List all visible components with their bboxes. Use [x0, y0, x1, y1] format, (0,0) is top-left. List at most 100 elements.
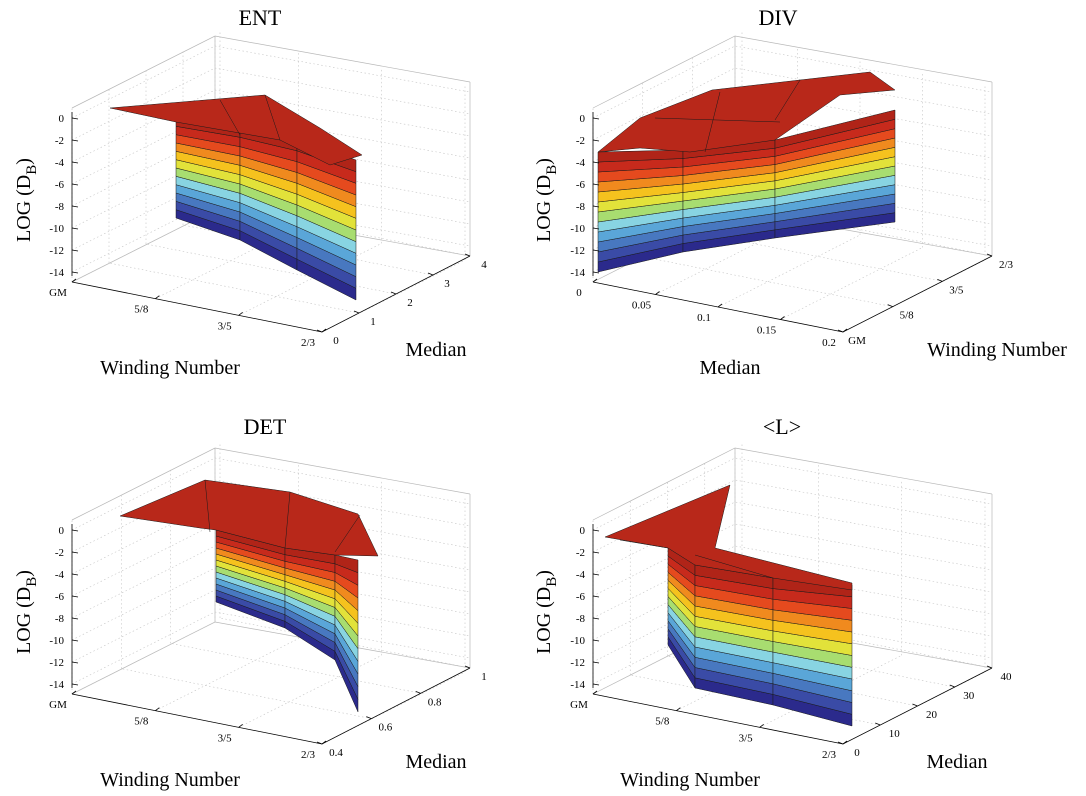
chart-title: <L>: [763, 414, 801, 439]
x-tick: [655, 291, 660, 295]
x-tick: [238, 724, 243, 728]
chart-panel: LOG (DB): [13, 444, 471, 745]
surface-cap-edge: [619, 539, 669, 549]
z-tick: [592, 639, 600, 642]
y-tick-label: 0.4: [329, 747, 343, 759]
surface-band: [334, 554, 359, 573]
z-tick: [592, 227, 600, 230]
z-tick: [71, 529, 79, 532]
z-tick-label: -4: [55, 569, 65, 581]
z-tick-label: -6: [55, 179, 65, 191]
box-top-edge: [71, 35, 471, 109]
y-tick-label: 30: [963, 690, 975, 702]
z-tick-label: -2: [55, 547, 64, 559]
y-tick-label: 4: [481, 259, 487, 271]
y-tick: [316, 329, 323, 333]
x-axis-label: Median: [699, 357, 760, 379]
z-tick: [71, 117, 79, 120]
surface-cap-edge: [219, 99, 241, 136]
surface-cap: [109, 94, 363, 166]
z-tick-label: 0: [580, 525, 586, 537]
z-axis-label: LOG (DB): [13, 570, 40, 654]
chart-panel: LOG (DB): [533, 444, 993, 745]
y-tick-label: 1: [370, 316, 376, 328]
x-tick: [717, 303, 723, 308]
box-top-edge: [592, 447, 993, 521]
z-tick-label: -4: [576, 569, 586, 581]
y-gridline: [121, 668, 372, 719]
z-tick-label: -14: [49, 267, 64, 279]
z-axis-label-close: ): [533, 158, 555, 165]
z-tick: [592, 117, 600, 120]
x-gridline: [238, 655, 382, 728]
z-tick: [71, 205, 79, 208]
x-gridline: [71, 621, 216, 695]
z-gridline: [71, 567, 471, 641]
z-axis-label-close: ): [13, 570, 35, 577]
y-tick-label: 20: [926, 709, 938, 721]
y-tick-label: 3/5: [949, 284, 964, 296]
z-tick: [71, 249, 79, 252]
y-gridline: [630, 674, 881, 726]
x-tick: [676, 707, 681, 711]
x-tick-label: GM: [49, 699, 67, 711]
z-tick: [592, 661, 600, 664]
z-tick-label: -8: [55, 201, 65, 213]
z-axis-label: LOG (DB): [533, 570, 560, 654]
z-gridline: [592, 501, 993, 575]
z-tick-label: 0: [580, 113, 586, 125]
x-tick-label: GM: [570, 699, 588, 711]
y-tick-label: 10: [889, 728, 901, 740]
y-tick-label: GM: [848, 335, 866, 347]
z-gridline: [592, 611, 993, 685]
y-gridline: [219, 617, 471, 669]
z-tick-label: -12: [570, 245, 585, 257]
x-tick: [842, 328, 848, 333]
z-tick: [71, 617, 79, 620]
z-tick-label: -4: [55, 157, 65, 169]
y-tick: [949, 684, 955, 688]
y-tick: [837, 741, 844, 745]
x-tick-label: 0.15: [757, 325, 777, 337]
z-tick-label: -10: [49, 635, 64, 647]
z-tick-label: 0: [59, 113, 65, 125]
z-tick-label: -2: [576, 135, 585, 147]
x-gridline: [759, 655, 902, 728]
x-tick: [321, 328, 327, 333]
y-axis-label: Median: [405, 751, 466, 773]
x-gridline: [780, 247, 923, 320]
z-tick-label: -6: [576, 591, 586, 603]
y-tick: [464, 665, 471, 669]
z-tick-label: -2: [576, 547, 585, 559]
x-tick-label: GM: [49, 287, 67, 299]
y-tick: [390, 291, 397, 295]
y-tick: [937, 278, 943, 282]
z-axis-label: LOG (DB): [533, 158, 560, 242]
x-tick: [842, 740, 848, 745]
z-tick: [592, 139, 600, 142]
z-tick: [592, 551, 600, 554]
x-tick-label: 5/8: [134, 304, 149, 316]
surface-cap-edge: [654, 117, 781, 123]
z-tick: [592, 183, 600, 186]
z-tick-label: -10: [570, 635, 585, 647]
z-axis-label-subscript: B: [544, 577, 560, 587]
z-tick: [592, 249, 600, 252]
y-tick: [837, 329, 844, 333]
y-tick: [353, 310, 360, 314]
x-tick: [71, 278, 77, 283]
z-tick-label: 0: [59, 525, 65, 537]
y-tick-label: 3: [444, 278, 450, 290]
z-tick: [592, 595, 600, 598]
x-tick: [759, 724, 764, 728]
z-gridline: [71, 479, 471, 553]
z-axis-label-close: ): [533, 570, 555, 577]
z-tick: [592, 205, 600, 208]
z-tick: [71, 227, 79, 230]
y-tick: [875, 722, 881, 726]
x-gridline: [321, 259, 466, 333]
z-tick-label: -12: [49, 245, 64, 257]
z-tick: [71, 271, 79, 274]
z-gridline: [592, 589, 993, 663]
